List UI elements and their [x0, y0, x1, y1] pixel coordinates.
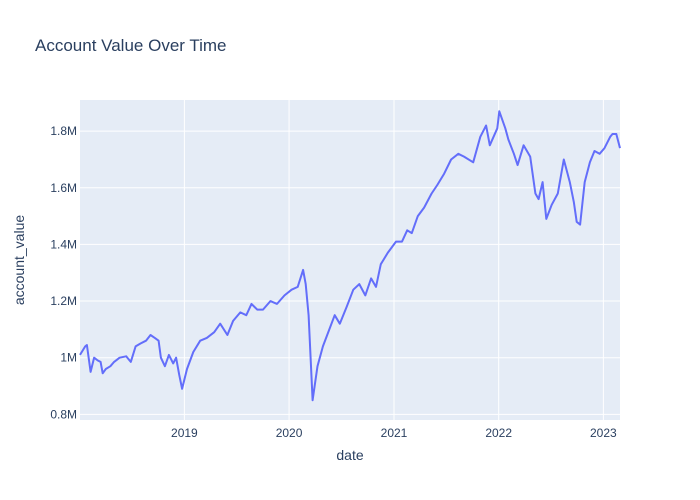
- y-tick-label: 1.8M: [50, 124, 77, 138]
- y-axis-title: account_value: [11, 215, 27, 306]
- axis-ticks: 2019 2020 2021 2022 2023 0.8M 1M 1.2M 1.4M 1.6M 1.…: [50, 124, 617, 440]
- y-tick-label: 1.2M: [50, 294, 77, 308]
- y-tick-label: 1.6M: [50, 181, 77, 195]
- x-tick-label: 2020: [276, 426, 303, 440]
- y-tick-label: 0.8M: [50, 407, 77, 421]
- plot-area: [80, 100, 620, 420]
- x-tick-label: 2019: [171, 426, 198, 440]
- x-tick-label: 2021: [381, 426, 408, 440]
- x-axis-title: date: [336, 447, 363, 463]
- series-line: [79, 110, 621, 402]
- chart-title: Account Value Over Time: [35, 36, 227, 55]
- y-tick-label: 1M: [60, 351, 77, 365]
- x-tick-label: 2022: [485, 426, 512, 440]
- y-tick-label: 1.4M: [50, 237, 77, 251]
- x-tick-label: 2023: [590, 426, 617, 440]
